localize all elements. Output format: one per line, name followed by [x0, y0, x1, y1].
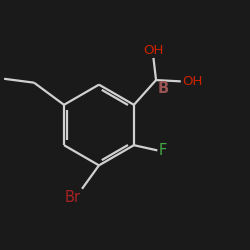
Text: B: B [157, 82, 168, 96]
Text: OH: OH [182, 75, 203, 88]
Text: OH: OH [143, 44, 164, 57]
Text: Br: Br [65, 190, 81, 205]
Text: F: F [159, 143, 167, 158]
